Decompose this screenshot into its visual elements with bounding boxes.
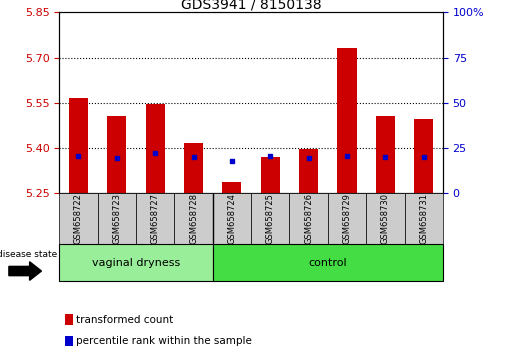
- Text: GSM658726: GSM658726: [304, 193, 313, 244]
- Bar: [251, 193, 289, 244]
- Bar: [65, 336, 73, 346]
- Bar: [213, 244, 443, 281]
- Text: GSM658724: GSM658724: [228, 193, 236, 244]
- Text: GSM658723: GSM658723: [112, 193, 121, 244]
- Bar: [59, 193, 98, 244]
- Bar: [337, 48, 356, 193]
- Bar: [328, 193, 366, 244]
- Bar: [65, 314, 73, 325]
- Bar: [69, 98, 88, 193]
- Bar: [222, 182, 242, 193]
- Bar: [289, 193, 328, 244]
- Bar: [376, 116, 395, 193]
- Bar: [299, 149, 318, 193]
- FancyArrow shape: [9, 262, 41, 280]
- Text: GSM658728: GSM658728: [189, 193, 198, 244]
- Bar: [404, 193, 443, 244]
- Bar: [107, 116, 126, 193]
- Text: percentile rank within the sample: percentile rank within the sample: [76, 336, 252, 346]
- Text: GSM658727: GSM658727: [151, 193, 160, 244]
- Text: disease state: disease state: [0, 250, 57, 259]
- Bar: [366, 193, 405, 244]
- Title: GDS3941 / 8150138: GDS3941 / 8150138: [181, 0, 321, 11]
- Bar: [414, 119, 433, 193]
- Bar: [174, 193, 213, 244]
- Text: GSM658730: GSM658730: [381, 193, 390, 244]
- Text: GSM658731: GSM658731: [419, 193, 428, 244]
- Bar: [98, 193, 136, 244]
- Text: GSM658729: GSM658729: [342, 193, 351, 244]
- Bar: [136, 193, 174, 244]
- Bar: [59, 244, 213, 281]
- Bar: [184, 143, 203, 193]
- Text: vaginal dryness: vaginal dryness: [92, 258, 180, 268]
- Text: GSM658725: GSM658725: [266, 193, 274, 244]
- Bar: [146, 104, 165, 193]
- Bar: [261, 157, 280, 193]
- Text: control: control: [308, 258, 347, 268]
- Text: GSM658722: GSM658722: [74, 193, 83, 244]
- Text: transformed count: transformed count: [76, 315, 174, 325]
- Bar: [213, 193, 251, 244]
